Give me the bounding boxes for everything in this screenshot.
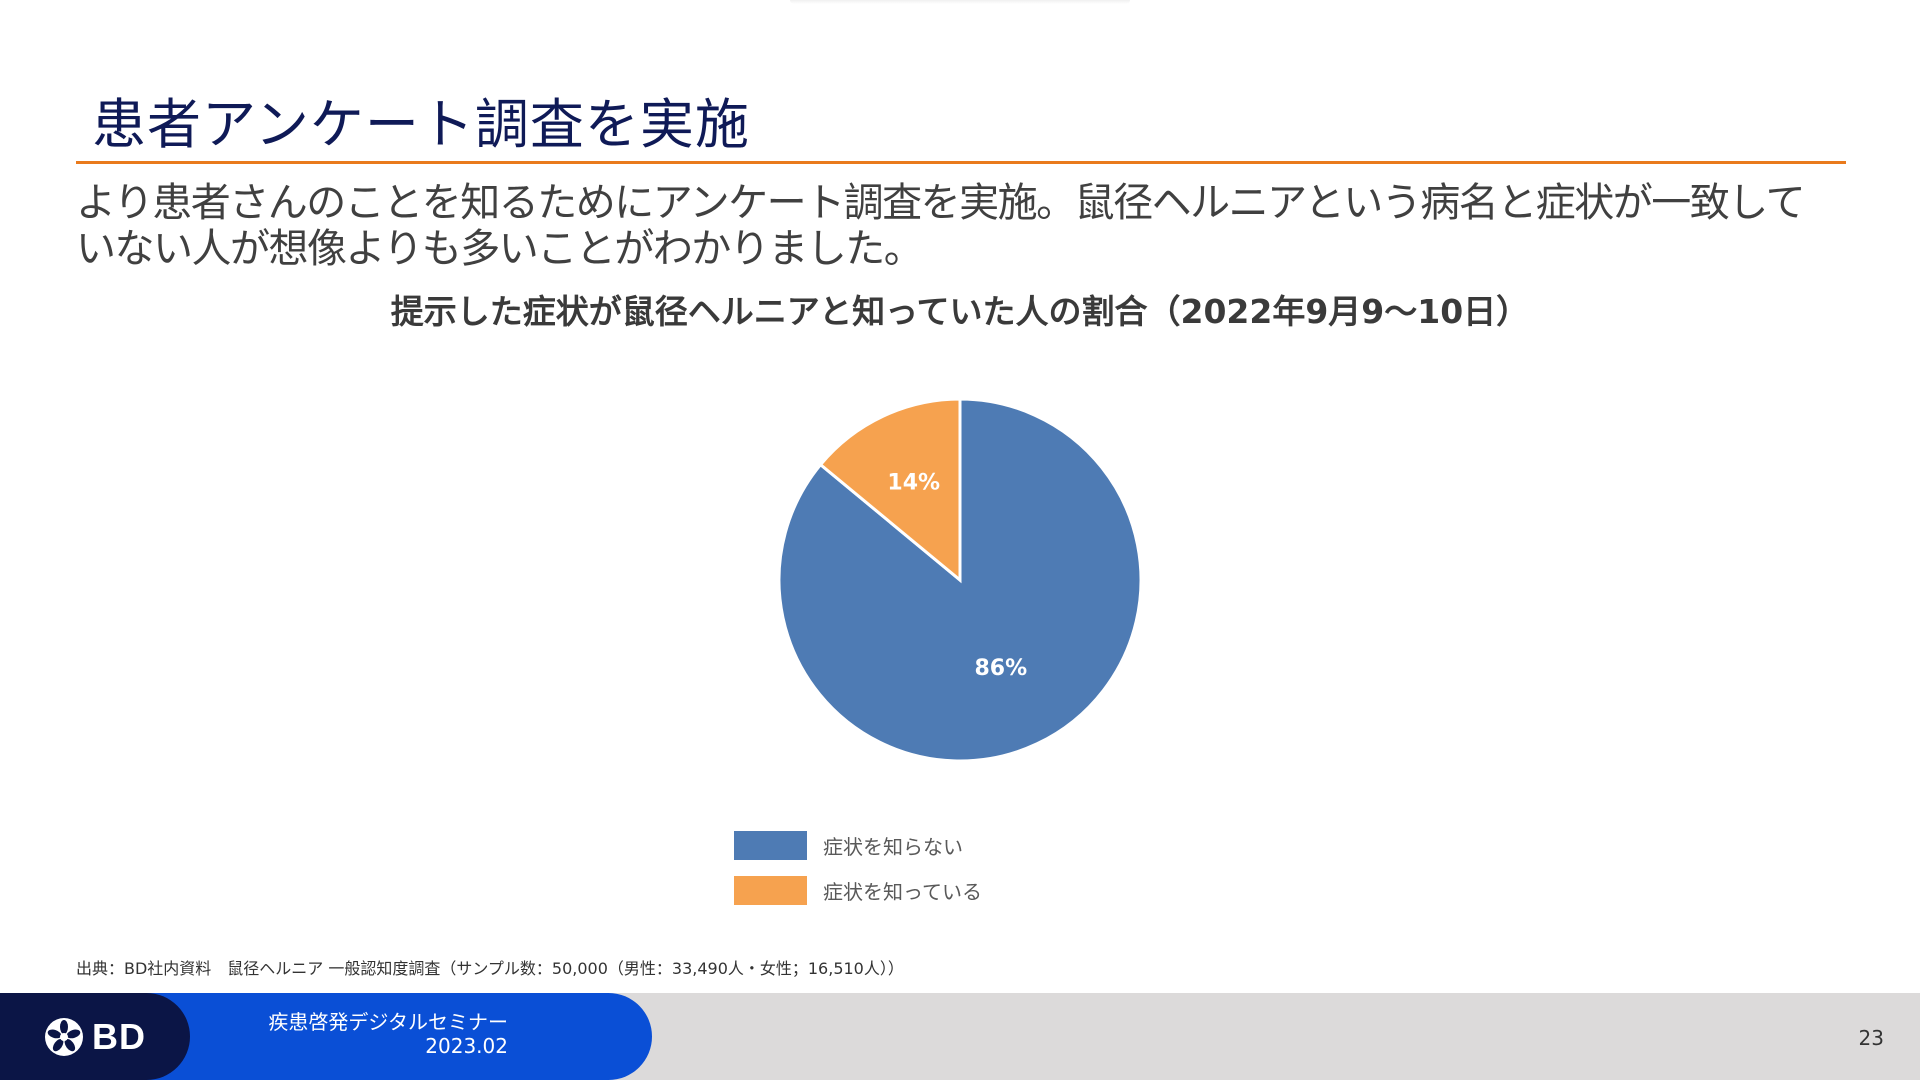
pie-label-aware: 14%	[887, 471, 940, 496]
page-title: 患者アンケート調査を実施	[92, 93, 750, 156]
pie-label-unaware: 86%	[975, 656, 1028, 681]
legend-swatch-aware	[734, 875, 807, 905]
legend-label-unaware: 症状を知らない	[823, 834, 963, 859]
pie-slice-aware	[818, 397, 962, 584]
seminar-date: 2023.02	[425, 1034, 508, 1058]
legend-label-aware: 症状を知っている	[823, 879, 982, 904]
legend-item-aware: 症状を知っている	[734, 875, 982, 905]
bd-logo: BD	[44, 1016, 146, 1058]
chart-title: 提示した症状が鼠径ヘルニアと知っていた人の割合（2022年9月9～10日）	[390, 292, 1530, 331]
page-number: 23	[1858, 1026, 1884, 1050]
footer-seminar: 疾患啓発デジタルセミナー 2023.02	[200, 1010, 508, 1058]
footer-navy-band	[0, 993, 190, 1080]
title-divider	[76, 161, 1846, 164]
pie-chart: 86% 14%	[777, 397, 1143, 763]
source-note: 出典：BD社内資料 鼠径ヘルニア 一般認知度調査（サンプル数：50,000（男性…	[76, 959, 904, 978]
pie-labels: 86% 14%	[887, 471, 1027, 681]
top-shadow	[790, 0, 1130, 4]
lead-text: より患者さんのことを知るためにアンケート調査を実施。鼠径ヘルニアという病名と症状…	[76, 180, 1806, 272]
legend-item-unaware: 症状を知らない	[734, 830, 982, 860]
chart-legend: 症状を知らない 症状を知っている	[734, 830, 982, 920]
bd-logo-text: BD	[92, 1016, 146, 1057]
legend-swatch-unaware	[734, 830, 807, 860]
seminar-title: 疾患啓発デジタルセミナー	[268, 1010, 508, 1034]
bd-starburst-icon	[45, 1018, 83, 1056]
pie-slices	[777, 397, 1143, 763]
